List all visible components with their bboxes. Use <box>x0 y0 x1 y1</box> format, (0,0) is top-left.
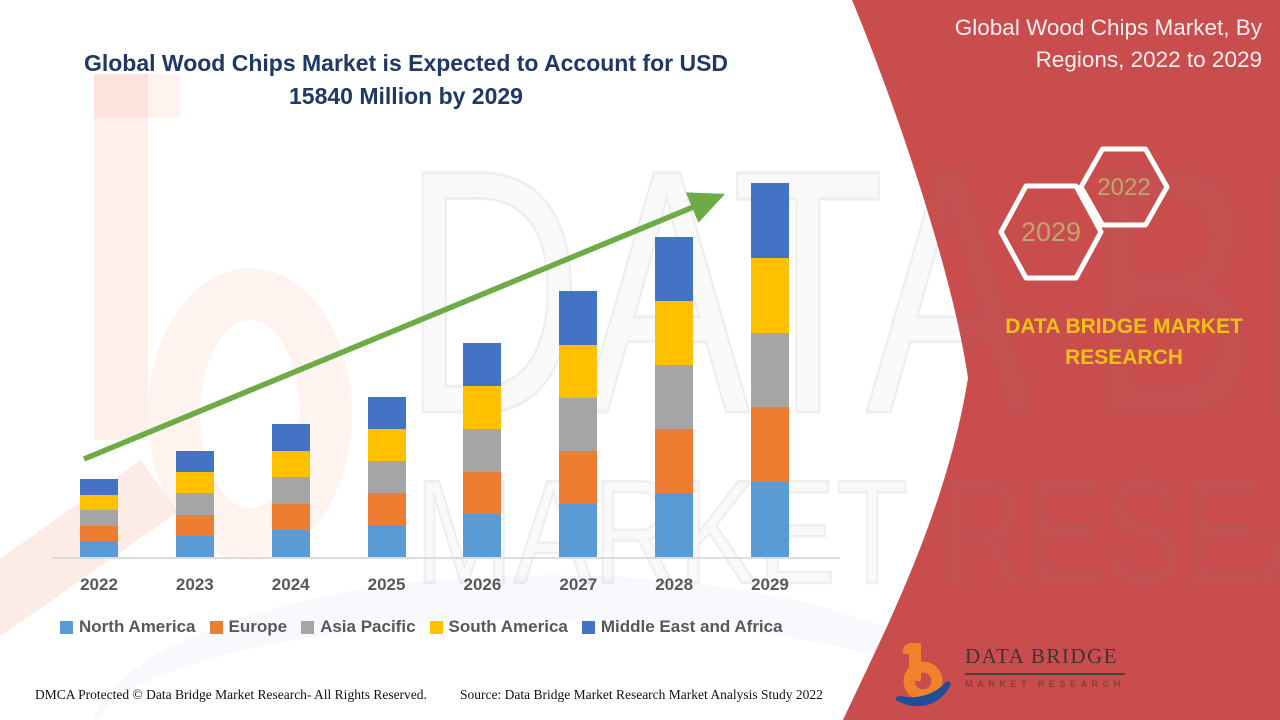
bar-segment-2023-asia-pacific <box>175 493 214 515</box>
bar-segment-2024-south-america <box>271 450 310 478</box>
bar-segment-2027-asia-pacific <box>559 397 598 451</box>
company-logo-name: DATA BRIDGE <box>965 644 1125 675</box>
bar-segment-2029-north-america <box>750 482 789 557</box>
bar-segment-2029-middle-east-and-africa <box>750 183 789 258</box>
legend-item-south-america: South America <box>429 617 568 637</box>
bar-segment-2026-south-america <box>463 386 502 429</box>
bar-segment-2028-middle-east-and-africa <box>655 237 694 302</box>
legend-label: North America <box>79 617 196 636</box>
company-logo: DATA BRIDGE MARKET RESEARCH <box>893 636 1125 710</box>
legend-item-north-america: North America <box>60 617 196 637</box>
x-axis-label-2028: 2028 <box>655 575 694 594</box>
legend-item-asia-pacific: Asia Pacific <box>301 617 416 637</box>
page-title-line1: Global Wood Chips Market is Expected to … <box>83 50 729 76</box>
bar-segment-2023-north-america <box>175 535 214 557</box>
x-axis-label-2023: 2023 <box>175 575 214 594</box>
brand-name-line2: RESEARCH <box>1065 346 1183 369</box>
bar-segment-2025-south-america <box>367 428 406 461</box>
bar-segment-2022-middle-east-and-africa <box>80 479 118 495</box>
hexagon-2022-label: 2022 <box>1097 174 1150 201</box>
bar-segment-2022-north-america <box>80 541 118 557</box>
panel-title-line1: Global Wood Chips Market, By <box>954 15 1262 40</box>
panel-title: Global Wood Chips Market, By Regions, 20… <box>842 12 1262 76</box>
bar-segment-2028-europe <box>655 429 694 494</box>
bar-segment-2025-europe <box>367 492 406 525</box>
hexagon-2029 <box>998 183 1104 281</box>
legend-swatch-icon <box>581 620 595 634</box>
bar-segment-2024-north-america <box>271 530 310 557</box>
bar-segment-2026-asia-pacific <box>463 428 502 472</box>
bar-segment-2029-south-america <box>750 257 789 333</box>
company-logo-icon <box>895 643 951 707</box>
bar-segment-2026-middle-east-and-africa <box>463 343 502 387</box>
bar-segment-2024-middle-east-and-africa <box>271 424 310 451</box>
hexagon-2022 <box>1078 146 1170 228</box>
chart-legend: North America Europe Asia Pacific South Ame… <box>60 617 783 637</box>
x-axis-label-2026: 2026 <box>463 575 502 594</box>
page-title: Global Wood Chips Market is Expected to … <box>50 47 762 113</box>
bar-segment-2028-north-america <box>655 493 694 557</box>
x-axis-label-2027: 2027 <box>559 575 598 594</box>
bar-segment-2025-north-america <box>367 524 406 557</box>
bar-segment-2026-north-america <box>463 514 502 557</box>
bar-segment-2028-asia-pacific <box>655 365 694 430</box>
bar-segment-2023-south-america <box>175 472 214 494</box>
bar-segment-2023-europe <box>175 514 214 536</box>
source-note: Source: Data Bridge Market Research Mark… <box>460 687 823 702</box>
x-axis-label-2025: 2025 <box>367 575 406 594</box>
bar-segment-2022-europe <box>80 525 118 542</box>
legend-item-europe: Europe <box>209 617 288 637</box>
bar-segment-2027-north-america <box>559 503 598 557</box>
page-title-line2: 15840 Million by 2029 <box>289 83 523 109</box>
x-axis-label-2022: 2022 <box>80 575 118 594</box>
company-logo-text: DATA BRIDGE MARKET RESEARCH <box>965 636 1125 690</box>
legend-item-middle-east-and-africa: Middle East and Africa <box>581 617 783 637</box>
x-axis-label-2024: 2024 <box>271 575 310 594</box>
watermark-logo-hook <box>94 74 180 118</box>
dmca-notice: DMCA Protected © Data Bridge Market Rese… <box>35 687 427 702</box>
bar-segment-2022-asia-pacific <box>80 510 118 526</box>
legend-label: Middle East and Africa <box>600 617 783 636</box>
year-hexagons: 2029 2022 <box>998 146 1170 281</box>
brand-name-line1: DATA BRIDGE MARKET <box>1005 315 1243 338</box>
legend-swatch-icon <box>301 620 315 634</box>
legend-swatch-icon <box>60 620 73 634</box>
bar-segment-2029-europe <box>750 407 789 483</box>
legend-label: Europe <box>228 617 288 636</box>
legend-swatch-icon <box>209 620 223 634</box>
bar-segment-2024-asia-pacific <box>271 477 310 504</box>
bar-segment-2024-europe <box>271 503 310 531</box>
side-panel-shape <box>843 0 1280 720</box>
hexagon-2029-label: 2029 <box>1021 217 1081 247</box>
bar-segment-2029-asia-pacific <box>750 332 789 408</box>
bar-segment-2028-south-america <box>655 301 694 366</box>
panel-title-line2: Regions, 2022 to 2029 <box>1035 47 1262 72</box>
x-axis-line <box>52 557 840 559</box>
bar-segment-2025-middle-east-and-africa <box>367 396 406 429</box>
bar-segment-2026-europe <box>463 471 502 515</box>
legend-swatch-icon <box>429 620 443 634</box>
company-logo-tagline: MARKET RESEARCH <box>965 679 1125 690</box>
x-axis-label-2029: 2029 <box>751 575 789 594</box>
bar-segment-2027-middle-east-and-africa <box>559 291 598 345</box>
bar-segment-2023-middle-east-and-africa <box>175 450 214 472</box>
brand-name: DATA BRIDGE MARKET RESEARCH <box>978 311 1270 373</box>
legend-label: South America <box>448 617 568 636</box>
bar-segment-2025-asia-pacific <box>367 460 406 493</box>
bar-segment-2022-south-america <box>80 494 118 511</box>
legend-label: Asia Pacific <box>320 617 416 636</box>
bar-segment-2027-south-america <box>559 344 598 398</box>
bar-segment-2027-europe <box>559 450 598 504</box>
